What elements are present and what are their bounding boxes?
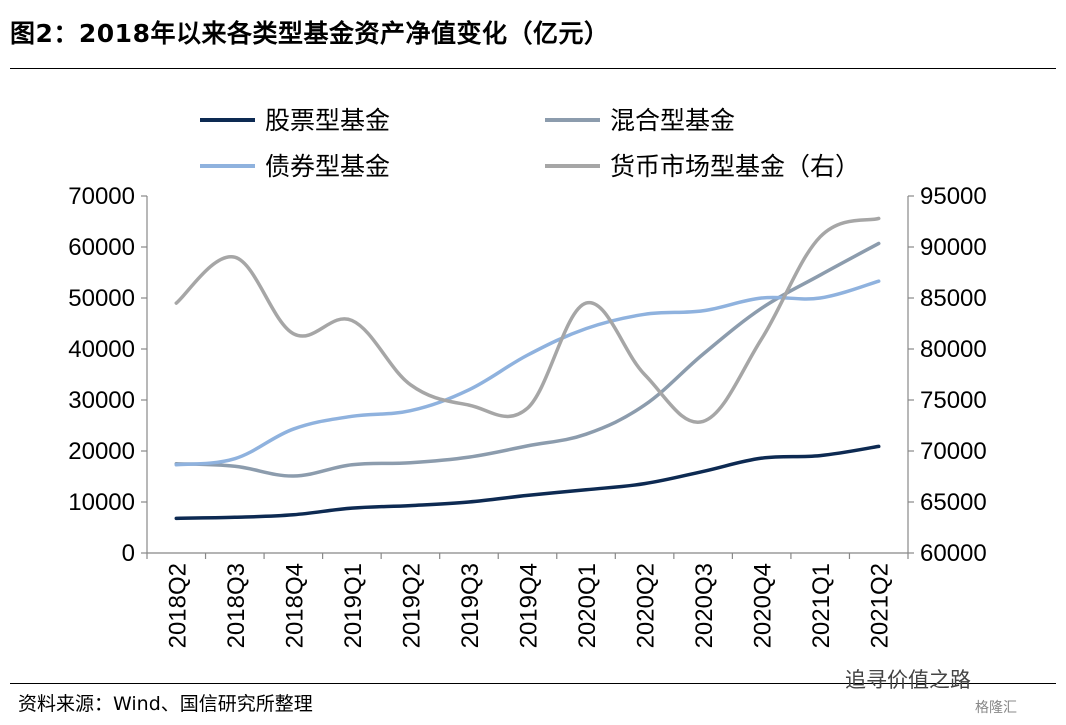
title-divider <box>10 68 1056 69</box>
series-line-2 <box>174 279 881 467</box>
x-tick-label: 2019Q4 <box>516 563 543 648</box>
right-tick-label: 80000 <box>920 336 987 363</box>
x-tick-label: 2019Q3 <box>457 563 484 648</box>
x-tick-label: 2019Q2 <box>398 563 425 648</box>
legend-label: 债券型基金 <box>265 152 390 181</box>
x-tick-label: 2020Q2 <box>633 563 660 648</box>
x-tick-label: 2018Q3 <box>223 563 250 648</box>
legend-label: 混合型基金 <box>610 106 735 135</box>
right-tick-label: 70000 <box>920 438 987 465</box>
left-tick-label: 40000 <box>68 336 135 363</box>
left-tick-label: 30000 <box>68 387 135 414</box>
series-lines <box>174 216 881 521</box>
right-tick-label: 90000 <box>920 234 987 261</box>
x-tick-label: 2018Q2 <box>164 563 191 648</box>
right-tick-label: 85000 <box>920 285 987 312</box>
series-line-1 <box>174 241 881 478</box>
axes: 0 10000 20000 30000 40000 50000 60000 70000 6000… <box>68 183 987 648</box>
watermark-brand: 格隆汇 <box>975 700 1017 716</box>
right-tick-label: 95000 <box>920 183 987 210</box>
right-tick-label: 75000 <box>920 387 987 414</box>
source-note: 资料来源：Wind、国信研究所整理 <box>18 693 313 715</box>
left-tick-label: 10000 <box>68 489 135 516</box>
series-line-0 <box>174 444 881 521</box>
left-tick-label: 60000 <box>68 234 135 261</box>
left-tick-label: 70000 <box>68 183 135 210</box>
x-tick-label: 2020Q1 <box>574 563 601 648</box>
footer-divider <box>10 683 1056 684</box>
chart-title: 图2：2018年以来各类型基金资产净值变化（亿元） <box>10 19 610 48</box>
x-tick-label: 2018Q4 <box>281 563 308 648</box>
left-tick-label: 50000 <box>68 285 135 312</box>
x-tick-label: 2021Q2 <box>867 563 894 648</box>
legend-label: 股票型基金 <box>265 106 390 135</box>
left-tick-label: 0 <box>122 540 135 567</box>
left-tick-label: 20000 <box>68 438 135 465</box>
watermark-text: 追寻价值之路 <box>845 668 971 692</box>
legend-label: 货币市场型基金（右） <box>610 152 860 181</box>
x-tick-label: 2021Q1 <box>808 563 835 648</box>
x-tick-label: 2020Q4 <box>750 563 777 648</box>
series-line-3 <box>174 216 881 424</box>
x-tick-label: 2020Q3 <box>691 563 718 648</box>
x-tick-label: 2019Q1 <box>340 563 367 648</box>
right-tick-label: 65000 <box>920 489 987 516</box>
right-tick-label: 60000 <box>920 540 987 567</box>
